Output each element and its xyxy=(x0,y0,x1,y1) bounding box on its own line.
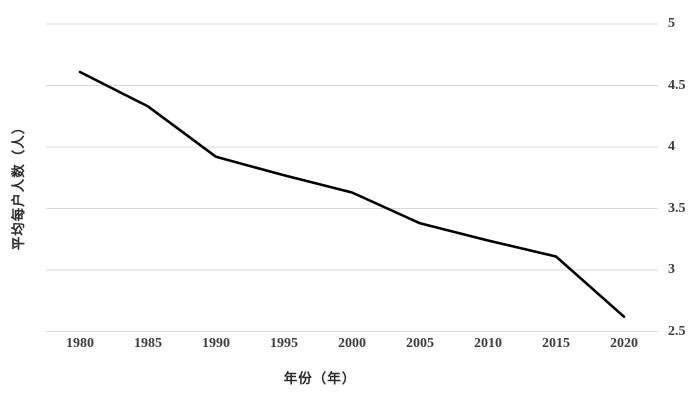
x-tick-label: 2020 xyxy=(610,336,638,351)
y-tick-label: 4 xyxy=(668,139,675,154)
x-tick-label: 1985 xyxy=(134,336,162,351)
gridlines xyxy=(46,23,658,332)
x-tick-label: 2005 xyxy=(406,336,434,351)
y-tick-label: 2.5 xyxy=(668,323,686,339)
x-axis-title: 年份（年） xyxy=(283,371,357,386)
y-axis-title: 平均每户人数（人） xyxy=(11,119,26,251)
y-tick-label: 3 xyxy=(668,262,675,277)
x-tick-label: 1995 xyxy=(270,336,298,351)
x-tick-label: 2010 xyxy=(474,336,502,351)
x-tick-label: 1980 xyxy=(66,336,94,351)
x-tick-label: 2000 xyxy=(338,336,366,351)
y-tick-label: 3.5 xyxy=(668,200,686,216)
y-tick-label: 5 xyxy=(668,16,675,31)
x-tick-label: 1990 xyxy=(202,336,230,351)
y-tick-label: 4.5 xyxy=(668,77,686,93)
x-tick-label: 2015 xyxy=(542,336,570,351)
line-series xyxy=(78,70,626,319)
